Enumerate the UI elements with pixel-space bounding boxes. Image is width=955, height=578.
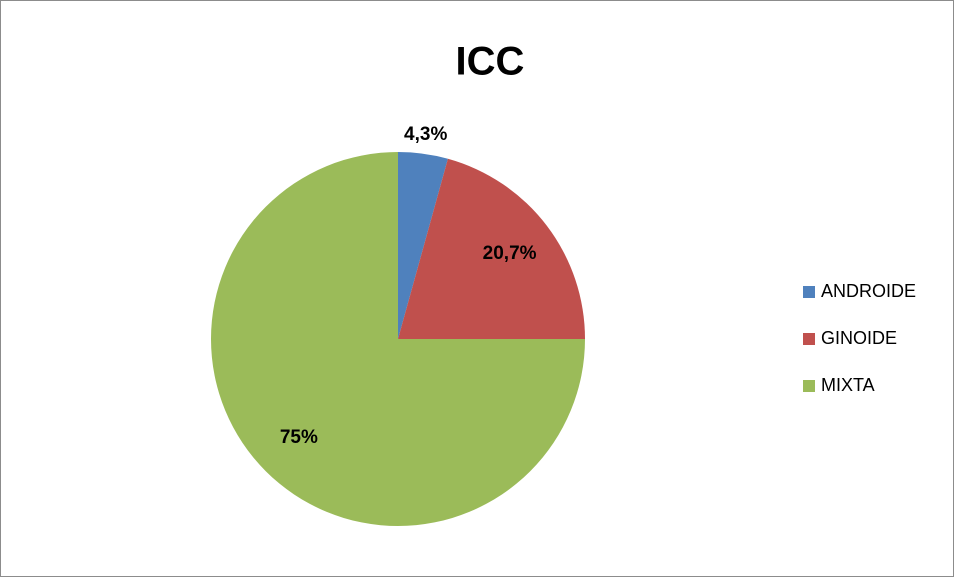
legend-label: ANDROIDE: [821, 281, 916, 301]
pie-slice: [398, 158, 585, 339]
legend-swatch: [803, 380, 815, 392]
pie-slice: [398, 152, 448, 339]
data-label: 75%: [280, 427, 318, 448]
legend-label: GINOIDE: [821, 328, 897, 348]
legend-label: MIXTA: [821, 375, 875, 395]
chart-title: ICC: [456, 40, 525, 84]
pie-slice: [211, 152, 585, 526]
legend-swatch: [803, 286, 815, 298]
legend-swatch: [803, 333, 815, 345]
data-label: 20,7%: [483, 243, 537, 264]
data-label: 4,3%: [404, 124, 447, 145]
